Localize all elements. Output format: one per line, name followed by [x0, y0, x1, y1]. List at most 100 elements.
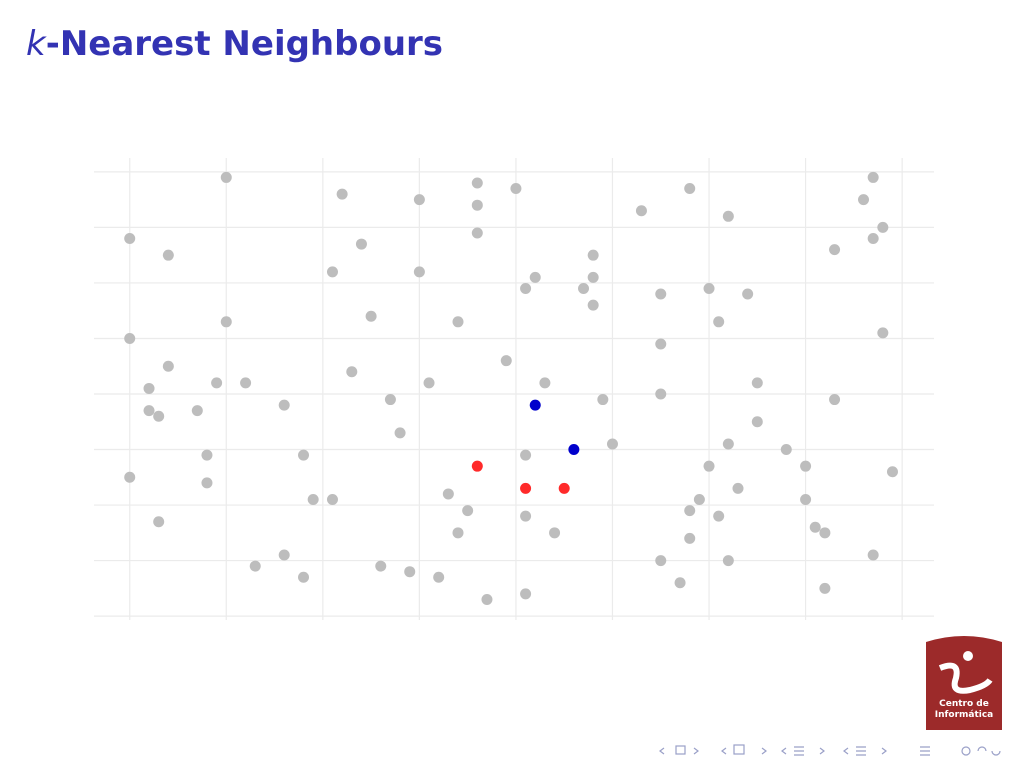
- point: [510, 183, 522, 195]
- point: [568, 444, 580, 456]
- point: [578, 282, 590, 294]
- point: [423, 377, 435, 389]
- nav-arrow: [721, 747, 727, 755]
- point: [877, 221, 889, 233]
- point: [162, 249, 174, 261]
- point: [249, 560, 261, 572]
- point: [191, 405, 203, 417]
- point: [742, 288, 754, 300]
- point: [471, 227, 483, 239]
- point: [278, 399, 290, 411]
- point: [124, 233, 136, 245]
- point: [211, 377, 223, 389]
- point: [375, 560, 387, 572]
- point: [655, 555, 667, 567]
- point: [693, 494, 705, 506]
- point: [867, 233, 879, 245]
- point: [452, 316, 464, 328]
- point: [201, 449, 213, 461]
- point: [539, 377, 551, 389]
- point: [819, 582, 831, 594]
- point: [655, 338, 667, 350]
- point: [597, 394, 609, 406]
- nav-subsection[interactable]: [733, 744, 745, 755]
- point: [780, 444, 792, 456]
- point: [558, 482, 570, 494]
- point: [413, 266, 425, 278]
- point: [587, 249, 599, 261]
- point: [867, 549, 879, 561]
- title-variable: k: [26, 24, 46, 64]
- point: [520, 449, 532, 461]
- point: [877, 327, 889, 339]
- logo-swoosh: [938, 662, 993, 694]
- point: [684, 505, 696, 517]
- point: [587, 271, 599, 283]
- logo: Centro de Informática: [926, 636, 1002, 730]
- slide-title: k-Nearest Neighbours: [26, 24, 443, 64]
- logo-dot: [963, 651, 973, 661]
- point: [326, 266, 338, 278]
- point: [809, 521, 821, 533]
- nav-arrow: [659, 747, 665, 755]
- point: [404, 566, 416, 578]
- point: [298, 571, 310, 583]
- point: [442, 488, 454, 500]
- point: [722, 210, 734, 222]
- point: [829, 394, 841, 406]
- nav-arrow: [761, 747, 767, 755]
- nav-forward[interactable]: [991, 750, 1001, 756]
- point: [298, 449, 310, 461]
- point: [674, 577, 686, 589]
- nav-back[interactable]: [977, 746, 987, 752]
- point: [520, 510, 532, 522]
- point: [520, 482, 532, 494]
- point: [384, 394, 396, 406]
- point: [713, 510, 725, 522]
- point: [655, 288, 667, 300]
- point: [520, 588, 532, 600]
- point: [684, 532, 696, 544]
- point: [346, 366, 358, 378]
- nav-search[interactable]: [961, 746, 971, 756]
- point: [143, 405, 155, 417]
- point: [529, 399, 541, 411]
- plot-area: [94, 158, 934, 620]
- point: [278, 549, 290, 561]
- point: [819, 527, 831, 539]
- point: [481, 593, 493, 605]
- logo-badge: [926, 636, 1002, 730]
- nav-section[interactable]: [794, 746, 804, 756]
- point: [124, 471, 136, 483]
- point: [500, 355, 512, 367]
- point: [336, 188, 348, 200]
- nav-frame[interactable]: [675, 745, 686, 755]
- point: [732, 482, 744, 494]
- point: [307, 494, 319, 506]
- point: [867, 171, 879, 183]
- point: [713, 316, 725, 328]
- point: [722, 438, 734, 450]
- nav-appendix[interactable]: [920, 746, 930, 756]
- point: [800, 494, 812, 506]
- point: [201, 477, 213, 489]
- point: [153, 516, 165, 528]
- nav-arrow: [693, 747, 699, 755]
- point: [587, 299, 599, 311]
- point: [829, 244, 841, 256]
- title-text: -Nearest Neighbours: [45, 24, 444, 64]
- point: [433, 571, 445, 583]
- point: [722, 555, 734, 567]
- point: [365, 310, 377, 322]
- point: [413, 194, 425, 206]
- point: [800, 460, 812, 472]
- nav-slide[interactable]: [856, 746, 866, 756]
- point: [220, 171, 232, 183]
- point: [462, 505, 474, 517]
- logo-line2: Informática: [935, 710, 994, 720]
- logo-line1: Centro de: [939, 699, 989, 709]
- point: [452, 527, 464, 539]
- point: [471, 460, 483, 472]
